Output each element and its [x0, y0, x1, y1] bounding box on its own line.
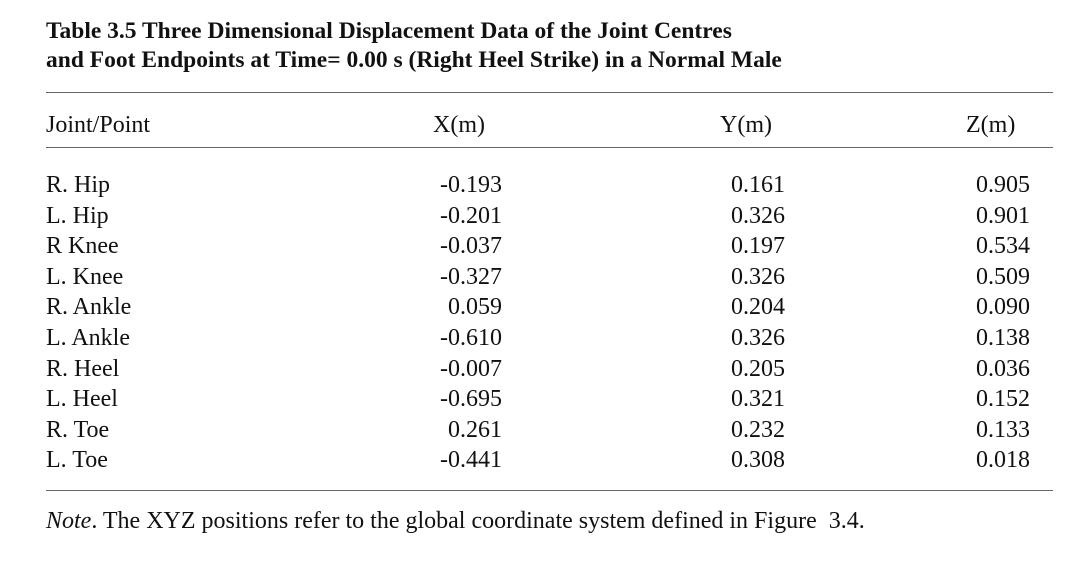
cell-joint-point: R. Heel [46, 355, 120, 382]
cell-joint-point: R. Toe [46, 416, 110, 443]
cell-y: 0.232 [731, 416, 785, 443]
cell-y: 0.308 [731, 447, 785, 474]
cell-y: 0.326 [731, 263, 785, 290]
cell-joint-point: L. Heel [46, 386, 118, 413]
cell-x: -0.327 [440, 263, 502, 290]
cell-y: 0.197 [731, 233, 785, 260]
cell-joint-point: L. Ankle [46, 325, 130, 351]
cell-z: 0.905 [976, 172, 1030, 198]
cell-y: 0.321 [731, 386, 785, 413]
caption-line-2: and Foot Endpoints at Time= 0.00 s (Righ… [46, 47, 782, 73]
cell-y: 0.204 [731, 294, 785, 321]
cell-joint-point: R. Ankle [46, 294, 132, 321]
cell-z: 0.509 [976, 263, 1030, 290]
cell-z: 0.090 [976, 294, 1030, 321]
note-text: . The XYZ positions refer to the global … [91, 508, 865, 534]
cell-z: 0.534 [976, 233, 1030, 260]
cell-z: 0.018 [976, 447, 1030, 474]
cell-joint-point: L. Toe [46, 447, 108, 474]
header-joint-point: Joint/Point [46, 112, 151, 138]
cell-z: 0.152 [976, 386, 1030, 413]
cell-x: 0.261 [448, 416, 502, 443]
cell-y: 0.326 [731, 202, 785, 229]
cell-y: 0.205 [731, 355, 785, 382]
table-note: Note. The XYZ positions refer to the glo… [46, 506, 865, 536]
cell-y: 0.326 [731, 325, 785, 351]
cell-y: 0.161 [731, 172, 785, 198]
cell-z: 0.036 [976, 355, 1030, 382]
cell-x: 0.059 [448, 294, 502, 321]
cell-x: -0.695 [440, 386, 502, 413]
cell-x: -0.007 [440, 355, 502, 382]
cell-joint-point: L. Knee [46, 263, 124, 290]
header-y: Y(m) [720, 112, 772, 138]
cell-joint-point: R. Hip [46, 172, 111, 198]
header-x: X(m) [433, 112, 485, 138]
note-label: Note [46, 508, 92, 534]
cell-x: -0.037 [440, 233, 502, 260]
cell-x: -0.610 [440, 325, 502, 351]
caption-line-1: Table 3.5 Three Dimensional Displacement… [46, 18, 732, 44]
cell-z: 0.133 [976, 416, 1030, 443]
bottom-rule [46, 490, 1053, 491]
cell-joint-point: L. Hip [46, 202, 109, 229]
cell-x: -0.201 [440, 202, 502, 229]
header-rule [46, 147, 1053, 148]
top-rule [46, 92, 1053, 93]
cell-x: -0.441 [440, 447, 502, 474]
cell-z: 0.138 [976, 325, 1030, 351]
cell-joint-point: R Knee [46, 233, 119, 260]
header-z: Z(m) [966, 112, 1016, 138]
table-caption: Table 3.5 Three Dimensional Displacement… [46, 17, 1046, 75]
cell-z: 0.901 [976, 202, 1030, 229]
cell-x: -0.193 [440, 172, 502, 198]
